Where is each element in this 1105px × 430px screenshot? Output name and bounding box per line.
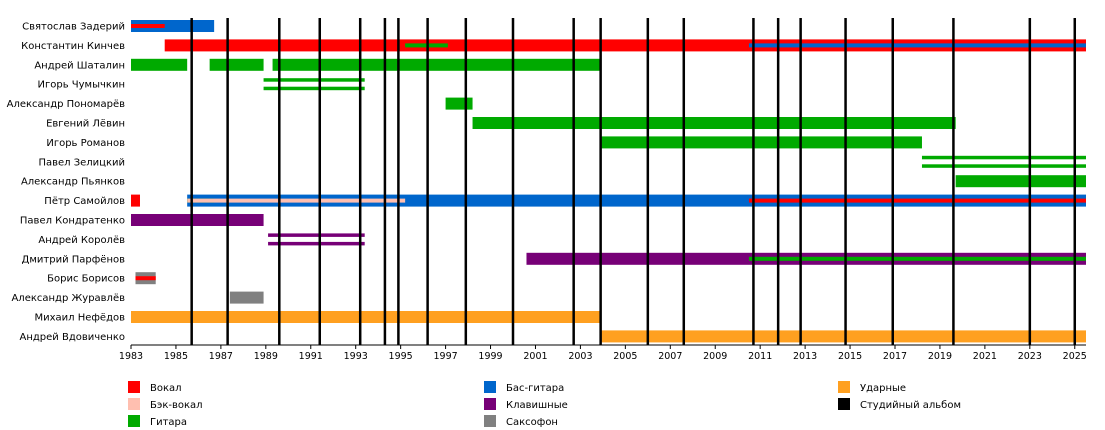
role-bar-guitar (209, 58, 264, 71)
role-bar-guitar (921, 164, 1086, 168)
album-lines (190, 18, 1077, 345)
legend-swatch-guitar (128, 415, 140, 427)
x-tick-label: 2003 (568, 351, 592, 362)
role-bar-bass (187, 194, 1087, 207)
x-tick-label: 2013 (793, 351, 817, 362)
legend-swatch-vocal (128, 381, 140, 393)
role-bar-keys (268, 241, 365, 246)
legend-label-back: Бэк-вокал (150, 400, 203, 411)
x-tick-label: 1983 (119, 351, 143, 362)
x-tick-label: 2023 (1018, 351, 1042, 362)
x-tick-label: 1993 (344, 351, 368, 362)
legend-label-guitar: Гитара (150, 417, 187, 428)
x-tick-label: 1999 (478, 351, 502, 362)
role-bar-keys (131, 214, 264, 226)
legend-swatch-keys (484, 398, 496, 410)
role-stripe-vocal (748, 198, 1086, 203)
x-tick-label: 2025 (1063, 351, 1087, 362)
member-label: Евгений Лёвин (46, 119, 125, 130)
x-tick-label: 1995 (389, 351, 413, 362)
role-bar-guitar (131, 58, 188, 71)
role-bar-guitar (921, 155, 1086, 160)
legend: Вокал Бэк-вокал Гитара Бас-гитара Клавишные С… (128, 381, 961, 428)
role-bar-keys (268, 233, 365, 237)
legend-swatch-sax (484, 415, 496, 427)
role-bar-guitar (263, 86, 365, 91)
legend-label-sax: Саксофон (506, 417, 558, 428)
x-tick-label: 2005 (613, 351, 637, 362)
member-label: Андрей Шаталин (34, 60, 125, 71)
member-label: Святослав Задерий (22, 22, 125, 33)
role-stripe-vocal (135, 276, 156, 281)
role-bar-vocal (164, 39, 1087, 52)
role-bar-guitar (472, 117, 956, 129)
member-label: Пётр Самойлов (44, 196, 125, 207)
member-label: Андрей Вдовиченко (19, 332, 125, 343)
legend-swatch-drums (838, 381, 850, 393)
member-label: Игорь Романов (46, 138, 125, 149)
member-label: Александр Пьянков (21, 177, 125, 188)
role-bar-drums (600, 330, 1086, 343)
x-tick-label: 1991 (299, 351, 323, 362)
x-axis: 1983 1985 1987 1989 1991 1993 1995 1997 1999 2001… (119, 344, 1087, 362)
member-label: Борис Борисов (47, 274, 125, 285)
member-bars (131, 20, 1087, 343)
x-tick-label: 2019 (928, 351, 952, 362)
role-bar-guitar (955, 175, 1086, 188)
role-bar-guitar (445, 97, 473, 110)
role-bar-bass (131, 20, 215, 32)
role-bar-sax (229, 291, 264, 304)
member-label: Павел Зелицкий (38, 157, 125, 168)
legend-label-keys: Клавишные (506, 400, 568, 411)
role-stripe-back (187, 198, 406, 203)
role-stripe-bass (748, 43, 1086, 48)
legend-label-vocal: Вокал (150, 383, 182, 394)
member-label: Андрей Королёв (38, 235, 125, 246)
member-label: Михаил Нефёдов (34, 313, 125, 324)
member-label: Александр Пономарёв (7, 99, 125, 110)
role-bar-guitar (600, 136, 922, 149)
legend-label-album: Студийный альбом (860, 400, 961, 411)
x-tick-label: 2011 (748, 351, 772, 362)
x-tick-label: 2009 (703, 351, 727, 362)
member-label: Дмитрий Парфёнов (22, 254, 126, 265)
role-stripe-guitar (748, 256, 1086, 261)
member-label: Игорь Чумычкин (38, 80, 125, 91)
member-label: Александр Журавлёв (11, 293, 125, 304)
member-labels: Святослав Задерий Константин Кинчев Андрей… (7, 22, 125, 343)
legend-swatch-album (838, 398, 850, 410)
x-tick-label: 2015 (838, 351, 862, 362)
x-tick-label: 2007 (658, 351, 682, 362)
legend-label-bass: Бас-гитара (506, 383, 564, 394)
legend-label-drums: Ударные (860, 383, 906, 394)
role-bar-drums (131, 311, 601, 323)
member-label: Павел Кондратенко (20, 216, 125, 227)
x-tick-label: 2017 (883, 351, 907, 362)
role-bar-vocal (131, 194, 140, 207)
role-bar-guitar (263, 78, 365, 82)
legend-swatch-back (128, 398, 140, 410)
x-tick-label: 1989 (254, 351, 278, 362)
x-tick-label: 2021 (973, 351, 997, 362)
x-tick-label: 1997 (433, 351, 457, 362)
role-bar-guitar (272, 58, 601, 71)
legend-swatch-bass (484, 381, 496, 393)
x-tick-label: 1987 (209, 351, 233, 362)
role-stripe-vocal (131, 24, 165, 28)
x-tick-label: 1985 (164, 351, 188, 362)
x-tick-label: 2001 (523, 351, 547, 362)
member-label: Константин Кинчев (21, 41, 125, 52)
